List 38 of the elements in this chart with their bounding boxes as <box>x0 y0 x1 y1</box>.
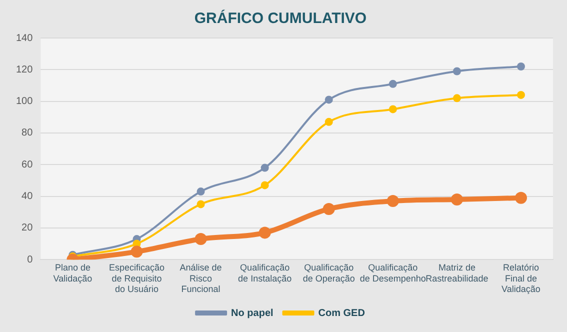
point <box>258 226 271 239</box>
chart-title: GRÁFICO CUMULATIVO <box>194 9 367 28</box>
point <box>322 202 335 215</box>
point <box>324 96 333 104</box>
x-tick-label: Qualificação de Instalação <box>238 262 292 284</box>
y-tick-label: 20 <box>22 222 34 234</box>
x-tick-label: Qualificação de Desempenho <box>360 262 426 284</box>
point <box>516 62 525 70</box>
point <box>514 192 527 204</box>
x-tick-label: Relatório Final de Validação <box>502 262 540 294</box>
y-tick-label: 0 <box>27 254 34 266</box>
point <box>260 181 269 190</box>
x-tick-label: Especificação de Requisito do Usuário <box>108 262 165 294</box>
point <box>388 105 397 114</box>
point <box>196 188 205 196</box>
point <box>260 164 269 172</box>
x-tick-label: Matriz de Rastreabilidade <box>426 262 488 284</box>
y-tick-label: 60 <box>22 159 34 170</box>
y-tick-label: 140 <box>16 32 34 44</box>
legend-label: No papel <box>231 308 274 319</box>
point <box>324 118 333 126</box>
point <box>194 233 207 246</box>
point <box>450 193 463 206</box>
point <box>386 195 399 208</box>
point <box>452 67 461 76</box>
y-tick-label: 100 <box>16 96 34 108</box>
x-tick-label: Plano de Validação <box>53 262 92 284</box>
x-tick-label: Análise de Risco Funcional <box>180 262 222 294</box>
y-tick-label: 80 <box>22 128 34 139</box>
point <box>516 90 525 99</box>
y-tick-label: 120 <box>16 64 34 76</box>
y-tick-label: 40 <box>22 191 34 202</box>
point <box>196 200 205 208</box>
point <box>452 94 461 102</box>
point <box>130 246 143 258</box>
x-tick-label: Qualificação de Operação <box>302 262 355 284</box>
point <box>388 80 397 88</box>
legend-label: Com GED <box>318 308 365 319</box>
